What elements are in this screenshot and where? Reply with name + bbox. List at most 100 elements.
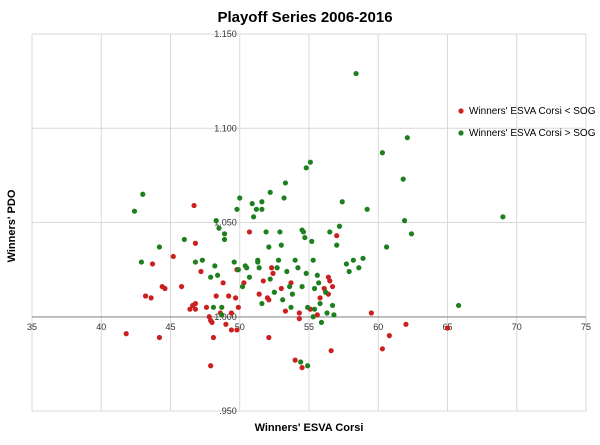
point-series1-12 (214, 272, 221, 278)
point-series1-64 (311, 306, 318, 312)
point-series1-9 (212, 263, 218, 269)
data-points (123, 70, 506, 371)
point-series0-31 (235, 304, 241, 310)
point-series0-34 (246, 229, 253, 235)
point-series0-1 (142, 293, 149, 299)
point-series1-32 (256, 265, 262, 271)
point-series0-13 (192, 300, 199, 307)
point-series0-10 (187, 306, 193, 312)
point-series0-41 (270, 270, 276, 276)
legend-marker-red (458, 108, 464, 114)
point-series0-20 (208, 363, 214, 369)
y-tick-.950: .950 (219, 406, 237, 416)
point-series1-0 (131, 208, 138, 214)
point-series0-22 (213, 293, 219, 299)
point-series1-54 (299, 283, 305, 290)
y-tick-1.050: 1.050 (214, 218, 237, 228)
point-series0-58 (334, 233, 340, 239)
point-series1-46 (284, 268, 290, 275)
x-tick-70: 70 (512, 322, 522, 332)
point-series0-26 (226, 293, 232, 299)
point-series1-65 (314, 272, 320, 278)
point-series0-48 (299, 365, 305, 371)
point-series1-10 (213, 218, 219, 224)
point-series0-25 (223, 321, 229, 327)
point-series0-12 (192, 306, 199, 312)
point-series1-61 (310, 257, 316, 263)
point-series1-17 (234, 206, 240, 212)
point-series1-76 (339, 199, 345, 205)
legend-marker-green (458, 130, 464, 136)
point-series1-35 (266, 244, 272, 250)
point-series1-41 (278, 242, 284, 248)
point-series0-54 (327, 278, 333, 284)
point-series1-26 (253, 206, 259, 212)
point-series1-89 (408, 231, 415, 237)
point-series1-6 (199, 257, 205, 263)
point-series1-82 (360, 255, 366, 261)
point-series1-72 (329, 302, 336, 309)
point-series1-88 (404, 135, 410, 141)
x-tick-55: 55 (304, 322, 314, 332)
y-tick-labels: .950 1.000 1.050 1.100 1.150 (214, 29, 237, 416)
point-series0-36 (260, 278, 266, 284)
point-series1-69 (323, 289, 329, 295)
point-series1-77 (343, 261, 349, 267)
point-series1-50 (292, 257, 298, 263)
point-series0-14 (192, 240, 199, 246)
point-series1-33 (259, 300, 265, 307)
point-series1-86 (400, 176, 406, 182)
point-series1-42 (277, 229, 283, 235)
point-series1-40 (275, 257, 282, 263)
point-series1-48 (289, 291, 295, 297)
point-series1-47 (287, 283, 293, 290)
point-series1-62 (311, 285, 318, 292)
y-tick-1.100: 1.100 (214, 123, 237, 133)
point-series1-78 (346, 268, 352, 275)
point-series0-2 (149, 261, 156, 267)
x-tick-60: 60 (373, 322, 383, 332)
point-series1-51 (295, 265, 301, 271)
point-series0-43 (282, 308, 289, 314)
point-series1-59 (307, 159, 313, 165)
point-series1-53 (300, 229, 307, 235)
point-series0-56 (329, 283, 336, 290)
point-series1-85 (383, 244, 390, 250)
x-axis-title: Winners' ESVA Corsi (255, 422, 364, 434)
legend-label-green: Winners' ESVA Corsi > SOG (469, 128, 596, 139)
point-series1-19 (235, 267, 241, 273)
point-series1-73 (331, 312, 337, 318)
point-series1-56 (302, 234, 308, 241)
point-series0-16 (203, 304, 210, 310)
point-series1-49 (288, 304, 294, 310)
point-series1-13 (219, 304, 225, 310)
point-series1-90 (455, 302, 462, 309)
x-tick-labels: 354045505560657075 (27, 322, 591, 332)
point-series1-24 (246, 274, 253, 280)
point-series1-14 (221, 231, 228, 237)
point-series1-79 (350, 257, 356, 263)
point-series1-5 (192, 259, 199, 265)
point-series0-3 (148, 295, 154, 301)
point-series0-30 (234, 327, 240, 333)
point-series1-29 (259, 206, 265, 212)
point-series1-84 (379, 150, 386, 156)
point-series1-8 (210, 304, 217, 310)
point-series1-15 (221, 236, 228, 243)
x-tick-75: 75 (581, 322, 591, 332)
point-series0-7 (170, 253, 176, 260)
point-series1-1 (140, 191, 146, 197)
point-series1-75 (336, 223, 343, 229)
point-series1-34 (263, 229, 269, 235)
point-series0-62 (403, 321, 409, 327)
point-series0-38 (266, 297, 272, 303)
point-series1-80 (353, 70, 359, 77)
point-series1-57 (303, 270, 309, 276)
legend: Winners' ESVA Corsi < SOG Winners' ESVA … (458, 106, 596, 139)
point-series1-36 (267, 189, 273, 195)
point-series1-39 (274, 265, 280, 271)
point-series1-43 (281, 195, 287, 201)
point-series1-22 (244, 265, 250, 271)
point-series0-15 (198, 268, 204, 275)
